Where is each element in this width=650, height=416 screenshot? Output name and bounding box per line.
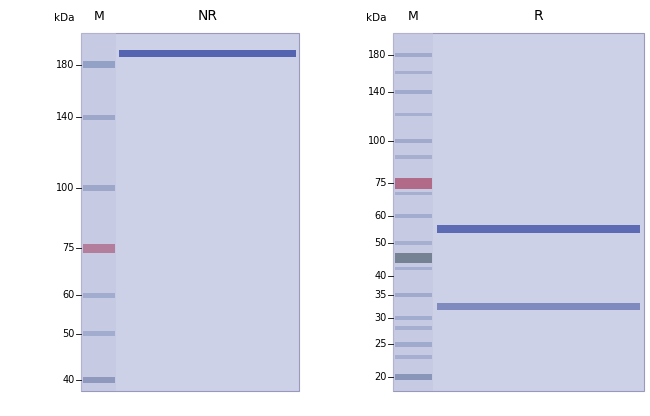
Text: 60: 60: [374, 211, 387, 221]
Text: kDa: kDa: [54, 13, 75, 23]
Text: 30: 30: [374, 313, 387, 323]
Text: 100: 100: [57, 183, 75, 193]
Text: 50: 50: [62, 329, 75, 339]
Text: 75: 75: [62, 243, 75, 253]
Text: 180: 180: [57, 59, 75, 69]
Text: 140: 140: [57, 112, 75, 122]
Text: 40: 40: [62, 375, 75, 385]
Text: 35: 35: [374, 290, 387, 300]
Text: M: M: [408, 10, 419, 23]
Text: 40: 40: [374, 270, 387, 280]
Text: NR: NR: [198, 9, 218, 23]
Text: 100: 100: [369, 136, 387, 146]
Text: M: M: [94, 10, 104, 23]
Text: 25: 25: [374, 339, 387, 349]
Text: 60: 60: [62, 290, 75, 300]
Text: 180: 180: [369, 50, 387, 60]
Text: kDa: kDa: [366, 13, 387, 23]
Text: 50: 50: [374, 238, 387, 248]
Text: R: R: [534, 9, 543, 23]
Text: 20: 20: [374, 372, 387, 382]
Text: 75: 75: [374, 178, 387, 188]
Text: 140: 140: [369, 87, 387, 97]
